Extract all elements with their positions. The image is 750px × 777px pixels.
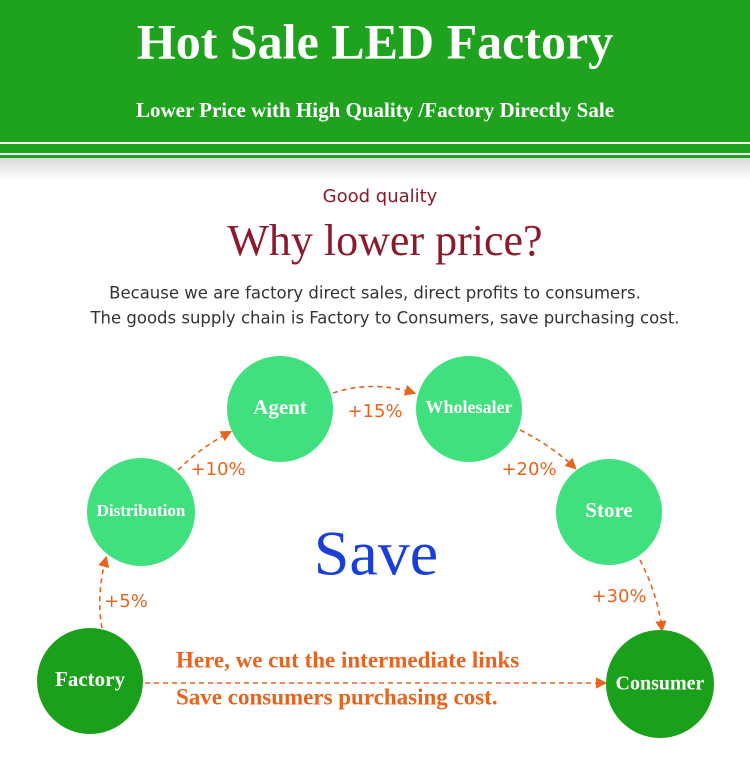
subtitle: Lower Price with High Quality /Factory D… (136, 98, 614, 122)
arrow (98, 555, 110, 629)
shortcut-text: Save consumers purchasing cost. (176, 684, 498, 709)
kicker: Good quality (323, 186, 438, 207)
node (416, 356, 522, 462)
node-label: Wholesaler (426, 397, 513, 417)
node (606, 630, 714, 738)
edge-label: +10% (190, 459, 245, 480)
shortcut-text: Here, we cut the intermediate links (176, 647, 519, 672)
node-label: Consumer (616, 673, 705, 695)
node-label: Distribution (97, 501, 186, 520)
node (227, 356, 333, 462)
edge-label: +15% (347, 401, 402, 422)
node-label: Agent (253, 395, 307, 419)
edge-label: +30% (591, 586, 646, 607)
node (556, 459, 662, 565)
header-band (0, 0, 750, 158)
body-line: The goods supply chain is Factory to Con… (89, 309, 679, 328)
heading: Why lower price? (227, 216, 542, 265)
arrow (177, 430, 232, 471)
body-line: Because we are factory direct sales, dir… (109, 284, 641, 303)
node-label: Factory (55, 667, 125, 691)
arrow (332, 385, 417, 396)
arrow (639, 559, 667, 633)
center-text: Save (314, 518, 438, 589)
node-label: Store (585, 498, 632, 522)
shade (0, 158, 750, 180)
node (37, 628, 143, 734)
edge-label: +5% (104, 591, 148, 612)
edge-label: +20% (501, 459, 556, 480)
title: Hot Sale LED Factory (137, 13, 613, 69)
node (87, 458, 195, 566)
